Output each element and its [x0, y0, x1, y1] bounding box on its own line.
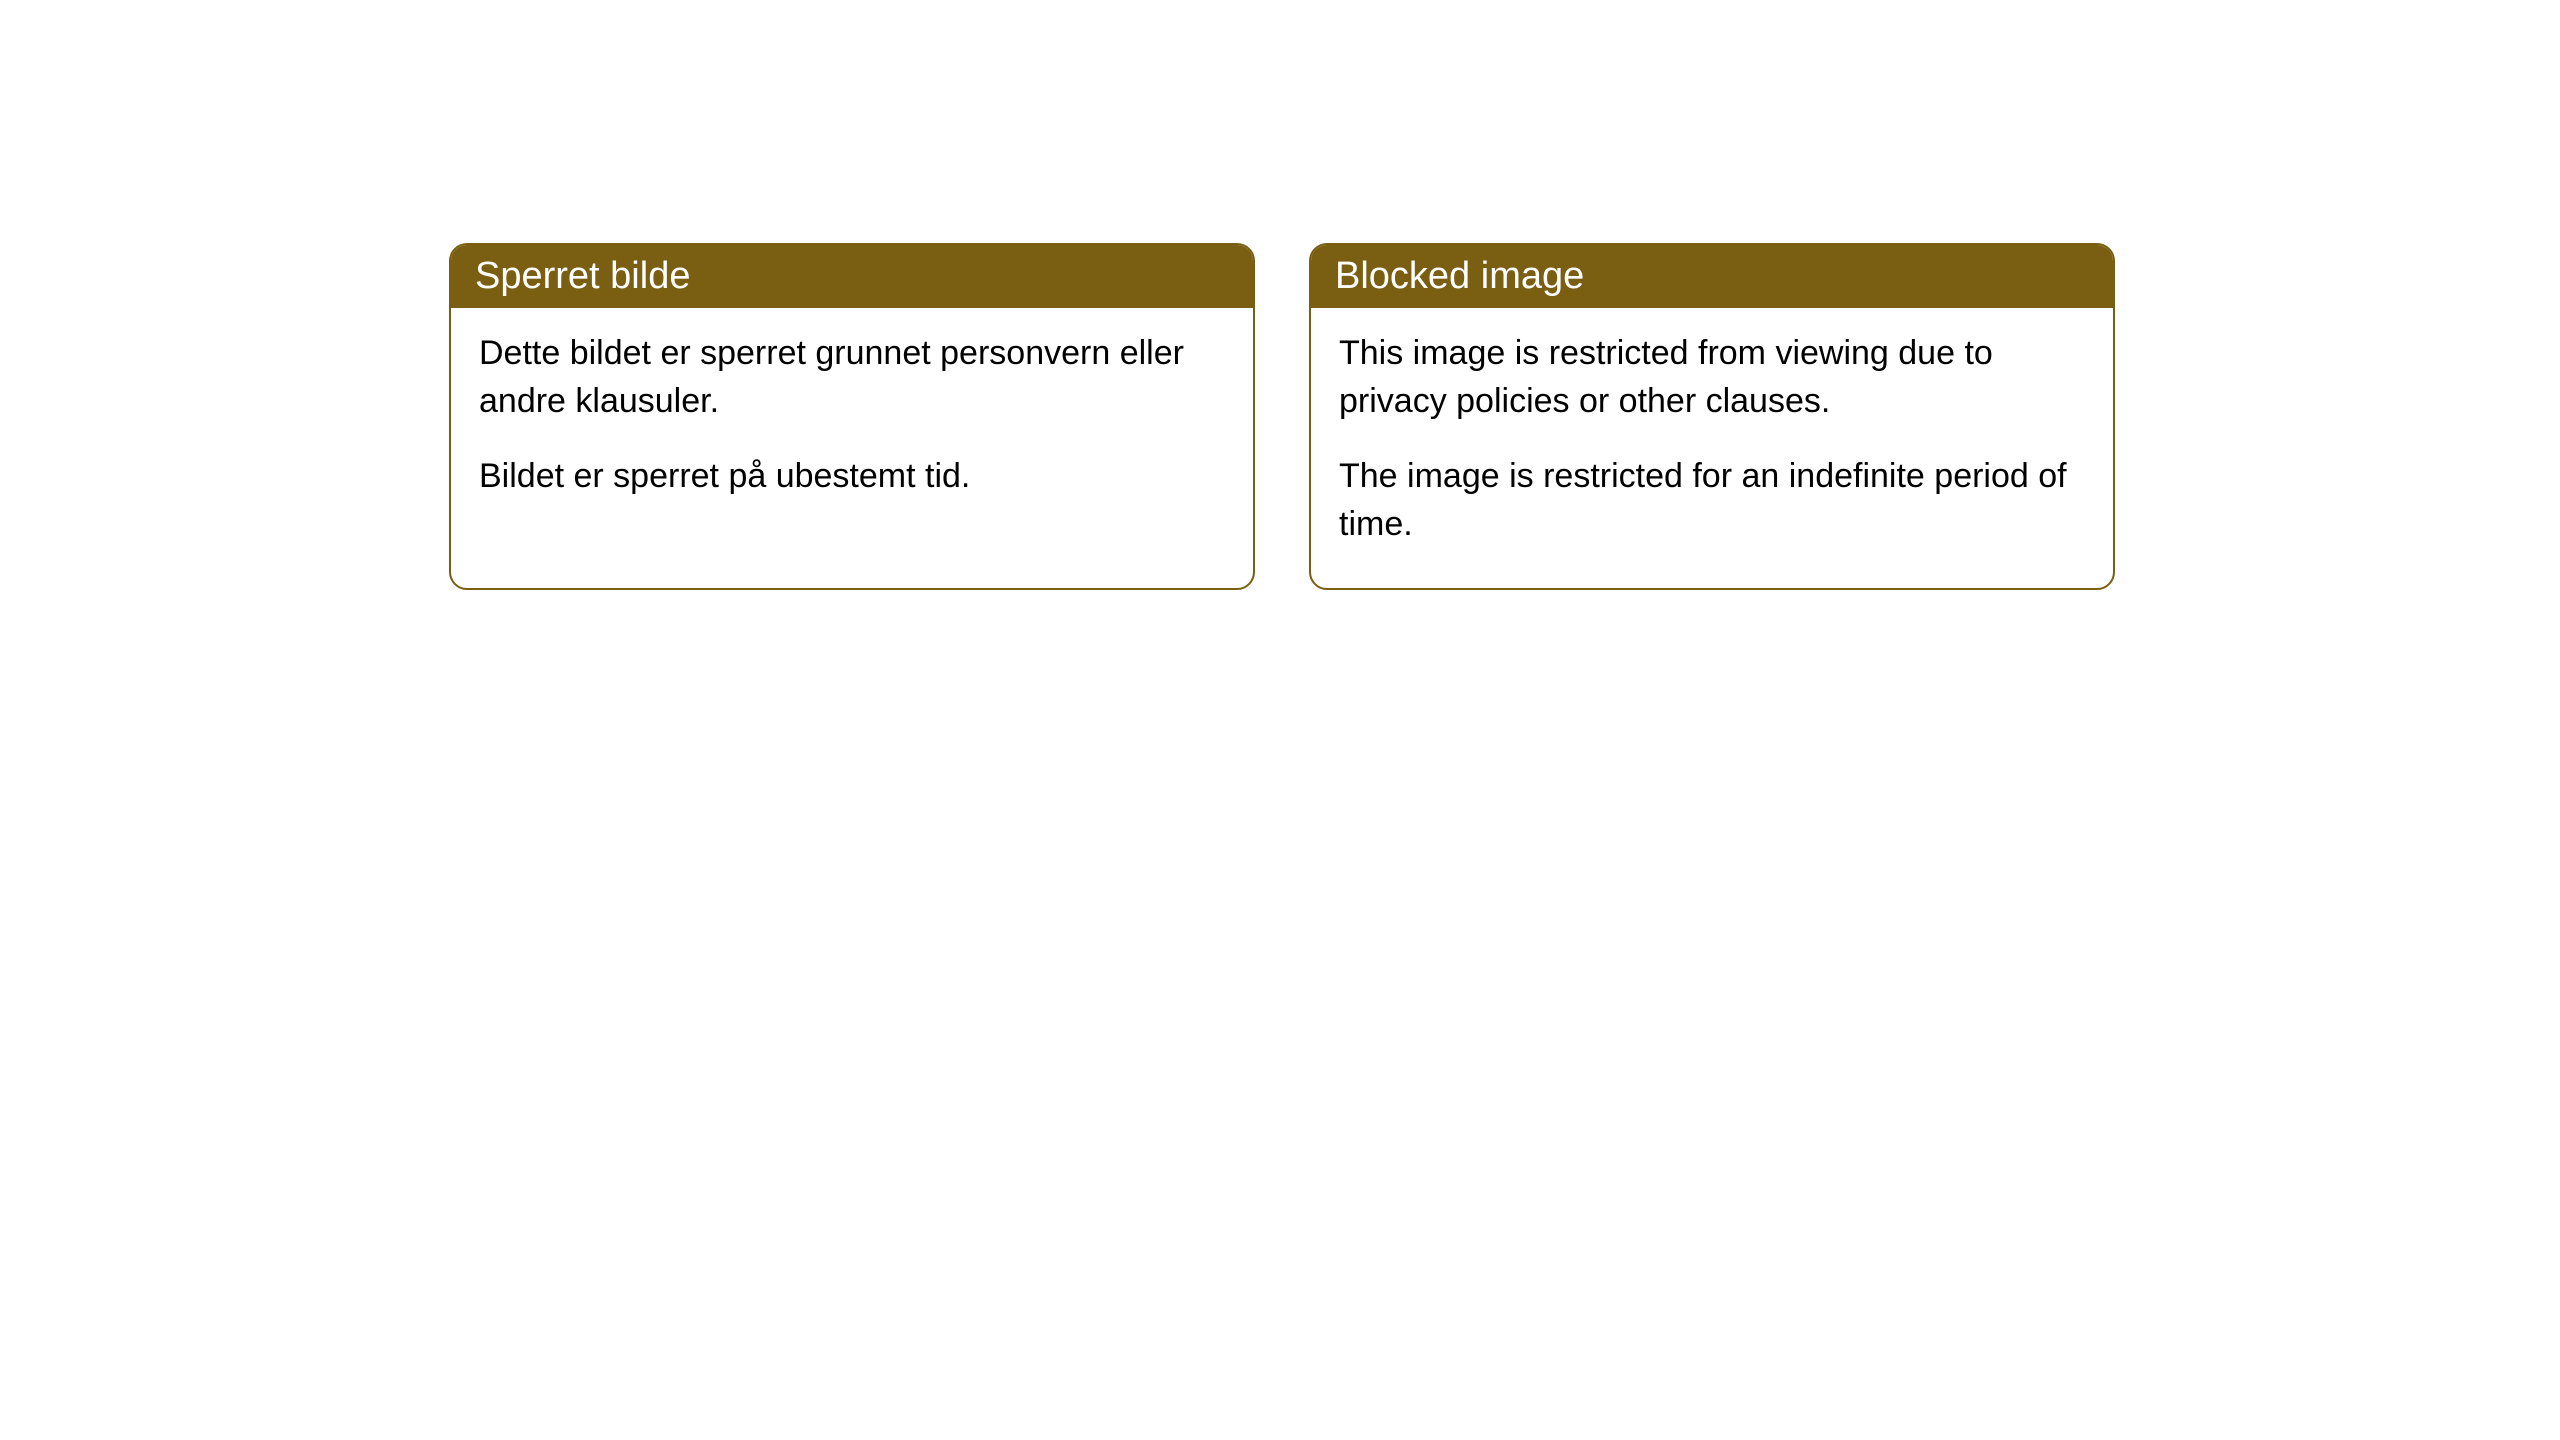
notice-card-english: Blocked image This image is restricted f… [1309, 243, 2115, 590]
card-header-english: Blocked image [1311, 245, 2113, 308]
card-paragraph: Bildet er sperret på ubestemt tid. [479, 453, 1225, 501]
notice-card-norwegian: Sperret bilde Dette bildet er sperret gr… [449, 243, 1255, 590]
card-paragraph: This image is restricted from viewing du… [1339, 330, 2085, 425]
card-paragraph: Dette bildet er sperret grunnet personve… [479, 330, 1225, 425]
card-header-norwegian: Sperret bilde [451, 245, 1253, 308]
card-paragraph: The image is restricted for an indefinit… [1339, 453, 2085, 548]
card-body-norwegian: Dette bildet er sperret grunnet personve… [451, 308, 1253, 541]
card-title: Blocked image [1335, 255, 1584, 297]
card-body-english: This image is restricted from viewing du… [1311, 308, 2113, 588]
card-title: Sperret bilde [475, 255, 690, 297]
notice-cards-container: Sperret bilde Dette bildet er sperret gr… [449, 243, 2115, 590]
